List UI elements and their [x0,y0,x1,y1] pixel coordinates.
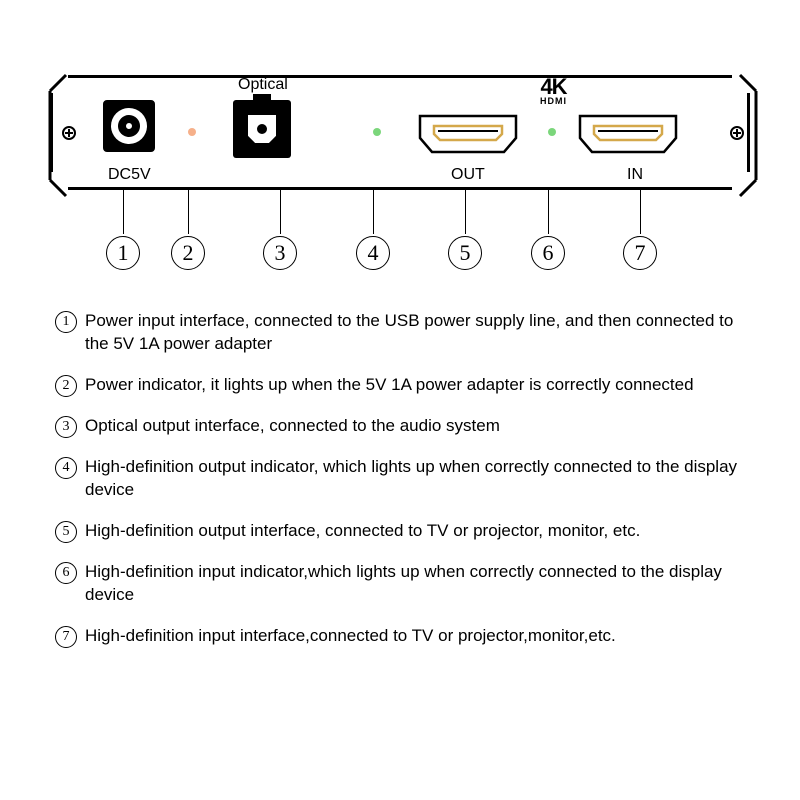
description-number: 7 [55,626,77,648]
out-label: OUT [451,166,485,184]
callout-line [280,190,281,234]
logo-4k-text: 4K [540,78,567,96]
hdmi-in-port [578,114,678,154]
callout-line [548,190,549,234]
description-number: 4 [55,457,77,479]
callout-number: 1 [106,236,140,270]
description-number: 6 [55,562,77,584]
callout-number: 2 [171,236,205,270]
description-number: 2 [55,375,77,397]
description-number: 1 [55,311,77,333]
in-label: IN [627,166,643,184]
callout-number: 4 [356,236,390,270]
description-text: Power indicator, it lights up when the 5… [85,374,755,397]
callout-line [640,190,641,234]
description-text: High-definition input indicator,which li… [85,561,755,607]
description-number: 5 [55,521,77,543]
hdmi-in-led-icon [548,128,556,136]
description-text: Power input interface, connected to the … [85,310,755,356]
dc-power-jack [103,100,155,152]
callout-number: 7 [623,236,657,270]
hdmi-4k-logo-icon: 4K HDMI [540,78,567,106]
description-row: 3 Optical output interface, connected to … [55,415,755,438]
callout-numbers: 12 3 4 5 6 7 [50,188,750,283]
callout-number: 3 [263,236,297,270]
description-row: 5 High-definition output interface, conne… [55,520,755,543]
callout-line [123,190,124,234]
description-row: 4 High-definition output indicator, which… [55,456,755,502]
callout-number: 5 [448,236,482,270]
dc5v-label: DC5V [108,166,151,184]
description-row: 6 High-definition input indicator,which l… [55,561,755,607]
device-panel: DC5V Optical OUT 4K HDMI [50,75,750,190]
description-row: 1 Power input interface, connected to the… [55,310,755,356]
description-text: Optical output interface, connected to t… [85,415,755,438]
callout-line [465,190,466,234]
hdmi-out-led-icon [373,128,381,136]
screw-left-icon [62,126,76,140]
logo-hdmi-text: HDMI [540,96,567,106]
screw-right-icon [730,126,744,140]
description-text: High-definition output interface, connec… [85,520,755,543]
callout-number: 6 [531,236,565,270]
hdmi-out-port [418,114,518,154]
optical-label: Optical [238,76,288,94]
description-number: 3 [55,416,77,438]
device-panel-diagram: DC5V Optical OUT 4K HDMI [50,75,750,190]
description-text: High-definition output indicator, which … [85,456,755,502]
power-led-icon [188,128,196,136]
description-row: 2 Power indicator, it lights up when the … [55,374,755,397]
description-row: 7 High-definition input interface,connect… [55,625,755,648]
callout-line [188,190,189,234]
description-list: 1 Power input interface, connected to the… [55,310,755,666]
callout-line [373,190,374,234]
description-text: High-definition input interface,connecte… [85,625,755,648]
optical-port [233,100,291,158]
